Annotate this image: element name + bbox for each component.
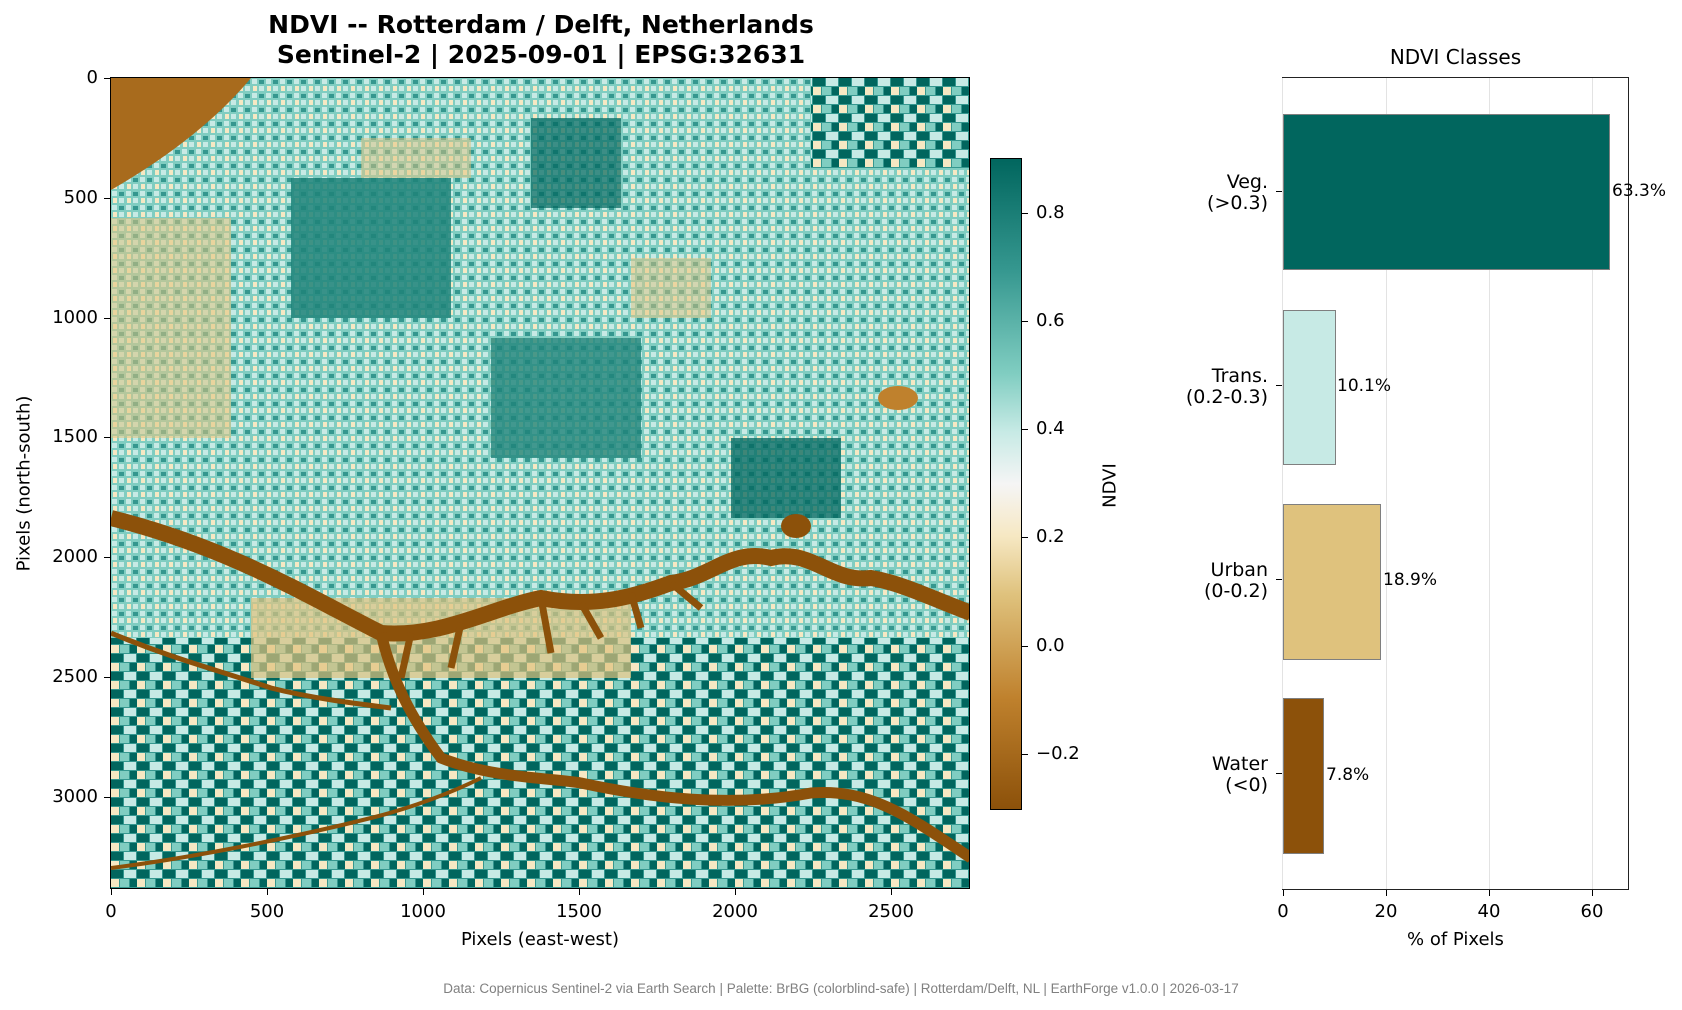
bar-chart-axes xyxy=(1282,77,1629,890)
gridline xyxy=(1592,78,1593,889)
y-tick-label: 500 xyxy=(63,187,98,208)
y-tick-1500 xyxy=(104,437,110,438)
x-tick-label: 2500 xyxy=(868,901,914,922)
bar-value-label: 18.9% xyxy=(1383,570,1438,590)
y-tick-1000 xyxy=(104,318,110,319)
map-y-axis-label: Pixels (north-south) xyxy=(13,395,35,572)
x-tick-1500 xyxy=(579,889,580,895)
bar-x-axis-label: % of Pixels xyxy=(1407,929,1504,950)
gridline xyxy=(1282,78,1283,889)
bar-x-tick xyxy=(1386,890,1387,896)
bar-x-tick-label: 60 xyxy=(1580,901,1604,922)
bar-urban xyxy=(1283,504,1381,660)
y-tick-label: 1000 xyxy=(52,307,98,328)
bar-transition xyxy=(1283,310,1336,465)
cbar-tick-label: 0.0 xyxy=(1036,635,1065,656)
category-label-veg: Veg. (>0.3) xyxy=(1207,171,1268,214)
y-tick-2000 xyxy=(104,557,110,558)
bar-x-tick-label: 40 xyxy=(1477,901,1501,922)
category-label-water: Water (<0) xyxy=(1211,753,1268,796)
cbar-tick xyxy=(1022,321,1028,322)
colorbar-label: NDVI xyxy=(1099,463,1121,508)
cbar-tick-label: 0.6 xyxy=(1036,310,1065,331)
cat-tick xyxy=(1276,385,1282,386)
cbar-tick-label: 0.2 xyxy=(1036,526,1065,547)
cbar-tick-label: 0.8 xyxy=(1036,202,1065,223)
cbar-tick-label: 0.4 xyxy=(1036,418,1065,439)
bar-x-tick xyxy=(1489,890,1490,896)
ndvi-colorbar xyxy=(990,158,1022,810)
x-tick-label: 1000 xyxy=(400,901,446,922)
x-tick-500 xyxy=(267,889,268,895)
y-tick-3000 xyxy=(104,797,110,798)
y-tick-label: 3000 xyxy=(52,786,98,807)
y-tick-2500 xyxy=(104,677,110,678)
bar-value-label: 63.3% xyxy=(1612,181,1667,201)
cbar-tick xyxy=(1022,537,1028,538)
footer-credits: Data: Copernicus Sentinel-2 via Earth Se… xyxy=(443,981,1239,996)
cat-tick xyxy=(1276,191,1282,192)
gridline xyxy=(1489,78,1490,889)
bar-x-tick xyxy=(1592,890,1593,896)
y-tick-label: 1500 xyxy=(52,426,98,447)
x-tick-2000 xyxy=(735,889,736,895)
cbar-tick-label: −0.2 xyxy=(1036,743,1080,764)
title-line-1: NDVI -- Rotterdam / Delft, Netherlands xyxy=(268,10,814,39)
gridline xyxy=(1386,78,1387,889)
category-label-urban: Urban (0-0.2) xyxy=(1204,559,1268,602)
cbar-tick xyxy=(1022,429,1028,430)
x-tick-2500 xyxy=(891,889,892,895)
figure-title: NDVI -- Rotterdam / Delft, Netherlands S… xyxy=(110,10,972,70)
y-tick-500 xyxy=(104,198,110,199)
y-tick-label: 2000 xyxy=(52,546,98,567)
bar-x-tick-label: 0 xyxy=(1277,901,1289,922)
cbar-tick xyxy=(1022,646,1028,647)
y-tick-label: 2500 xyxy=(52,666,98,687)
bar-value-label: 10.1% xyxy=(1337,376,1392,396)
cbar-tick xyxy=(1022,213,1028,214)
cbar-tick xyxy=(1022,754,1028,755)
map-x-axis-label: Pixels (east-west) xyxy=(460,929,620,950)
title-line-2: Sentinel-2 | 2025-09-01 | EPSG:32631 xyxy=(276,40,806,69)
bar-water xyxy=(1283,698,1324,854)
bar-x-tick xyxy=(1283,890,1284,896)
x-tick-label: 2000 xyxy=(712,901,758,922)
cat-tick xyxy=(1276,773,1282,774)
bar-vegetation xyxy=(1283,114,1610,270)
x-tick-label: 0 xyxy=(105,901,117,922)
x-tick-1000 xyxy=(423,889,424,895)
x-tick-label: 1500 xyxy=(556,901,602,922)
category-label-trans: Trans. (0.2-0.3) xyxy=(1185,365,1268,408)
ndvi-map-image xyxy=(110,77,970,889)
x-tick-label: 500 xyxy=(249,901,285,922)
bar-x-tick-label: 20 xyxy=(1374,901,1398,922)
bar-chart-title: NDVI Classes xyxy=(1389,45,1522,69)
cat-tick xyxy=(1276,579,1282,580)
y-tick-0 xyxy=(104,78,110,79)
x-tick-0 xyxy=(111,889,112,895)
bar-value-label: 7.8% xyxy=(1326,765,1370,785)
y-tick-label: 0 xyxy=(86,67,98,88)
